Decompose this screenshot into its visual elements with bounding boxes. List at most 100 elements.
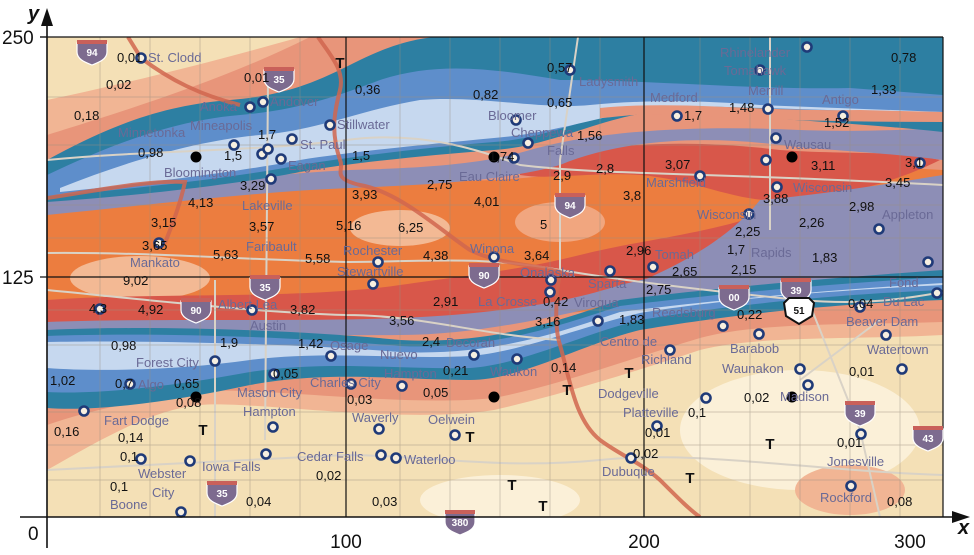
precipitation-value: 2,4 bbox=[422, 334, 440, 349]
city-marker-icon bbox=[508, 152, 520, 164]
precipitation-value: 2,91 bbox=[433, 294, 458, 309]
precipitation-value: 0,7 bbox=[115, 376, 133, 391]
city-label: St. Clodd bbox=[148, 50, 201, 65]
precipitation-value: 1,52 bbox=[824, 115, 849, 130]
city-label: Cheppewa bbox=[511, 125, 574, 140]
precipitation-value: 0,02 bbox=[744, 390, 769, 405]
city-label: Lakeville bbox=[242, 198, 293, 213]
city-label: Waunakon bbox=[722, 361, 784, 376]
highway-number: 90 bbox=[478, 271, 490, 282]
x-axis-label: x bbox=[957, 517, 970, 539]
highway-shield-icon: 90 bbox=[468, 263, 500, 289]
city-marker-icon bbox=[717, 320, 729, 332]
city-marker-icon bbox=[564, 64, 576, 76]
trace-marker: T bbox=[562, 382, 571, 399]
precipitation-value: 3,15 bbox=[151, 215, 176, 230]
precipitation-value: 0,01 bbox=[117, 50, 142, 65]
precipitation-value: 3,1 bbox=[905, 155, 923, 170]
city-marker-icon bbox=[845, 480, 857, 492]
city-label: Fart Dodge bbox=[104, 413, 169, 428]
city-label: Waverly bbox=[352, 410, 399, 425]
city-label: Hampton bbox=[243, 404, 296, 419]
city-marker-icon bbox=[671, 110, 683, 122]
x-tick-label: 200 bbox=[628, 532, 660, 553]
precipitation-value: 1,7 bbox=[258, 127, 276, 142]
city-label: Osage bbox=[330, 338, 368, 353]
precipitation-value: 1,5 bbox=[224, 148, 242, 163]
city-label: Merrill bbox=[748, 83, 783, 98]
city-label: Richland bbox=[641, 352, 692, 367]
highway-number: 35 bbox=[216, 489, 228, 500]
city-marker-icon bbox=[801, 41, 813, 53]
city-label: Watertown bbox=[867, 342, 929, 357]
city-label: Jonesville bbox=[827, 454, 884, 469]
precipitation-value: 5 bbox=[540, 217, 547, 232]
precipitation-value: 2,8 bbox=[596, 161, 614, 176]
highway-number: 35 bbox=[259, 283, 271, 294]
highway-number: 380 bbox=[452, 518, 469, 529]
city-label: Forest City bbox=[136, 355, 199, 370]
city-label: Reedsburg bbox=[652, 305, 716, 320]
city-label: Platteville bbox=[623, 405, 679, 420]
precipitation-value: 0,02 bbox=[106, 77, 131, 92]
precipitation-value: 0,36 bbox=[355, 82, 380, 97]
city-marker-icon bbox=[922, 256, 934, 268]
precipitation-value: 6,25 bbox=[398, 220, 423, 235]
station-dot-icon bbox=[488, 391, 500, 403]
city-marker-icon bbox=[267, 421, 279, 433]
highway-number: 39 bbox=[854, 409, 866, 420]
precipitation-value: 3,45 bbox=[885, 175, 910, 190]
city-label: Waterloo bbox=[404, 452, 456, 467]
highway-number: 35 bbox=[273, 75, 285, 86]
city-label: Bloomer bbox=[488, 108, 537, 123]
city-marker-icon bbox=[510, 114, 522, 126]
city-marker-icon bbox=[488, 251, 500, 263]
precipitation-value: 1,02 bbox=[50, 373, 75, 388]
red-tongue bbox=[520, 143, 940, 201]
purple-band-upper bbox=[47, 128, 943, 215]
city-label: Medford bbox=[650, 90, 698, 105]
precipitation-value: 0,78 bbox=[891, 50, 916, 65]
city-marker-icon bbox=[743, 208, 755, 220]
precipitation-value: 3,56 bbox=[389, 313, 414, 328]
precipitation-value: 1,7 bbox=[727, 242, 745, 257]
precipitation-value: 1,33 bbox=[871, 82, 896, 97]
city-label: Falls bbox=[547, 143, 575, 158]
city-label: Wisconsin bbox=[793, 180, 852, 195]
highway-shield-icon: 94 bbox=[76, 40, 108, 66]
city-marker-icon bbox=[694, 170, 706, 182]
city-marker-icon bbox=[896, 363, 908, 375]
precipitation-value: 0,01 bbox=[244, 70, 269, 85]
precipitation-value: 0,01 bbox=[849, 364, 874, 379]
city-marker-icon bbox=[880, 329, 892, 341]
city-label: Eagan bbox=[288, 158, 326, 173]
trace-marker: T bbox=[765, 436, 774, 453]
city-label: Dodgeville bbox=[598, 386, 659, 401]
city-marker-icon bbox=[153, 237, 165, 249]
precipitation-value: 3,29 bbox=[240, 178, 265, 193]
city-label: Mason City bbox=[237, 385, 303, 400]
precipitation-value: 2,26 bbox=[799, 215, 824, 230]
city-label: Centro de bbox=[600, 334, 657, 349]
precipitation-value: 9,02 bbox=[123, 273, 148, 288]
city-marker-icon bbox=[647, 261, 659, 273]
precipitation-value: 2,96 bbox=[626, 243, 651, 258]
origin-label: 0 bbox=[28, 524, 39, 545]
trace-marker: T bbox=[335, 55, 344, 72]
precipitation-value: 0,1 bbox=[120, 449, 138, 464]
station-dot-icon bbox=[488, 151, 500, 163]
precipitation-value: 5,16 bbox=[336, 218, 361, 233]
markers-layer: 94 35 94 35 90 90 00 39 51 35 380 39 43 bbox=[76, 40, 944, 536]
highway-number: 94 bbox=[86, 48, 98, 59]
precipitation-value: 4,13 bbox=[188, 195, 213, 210]
precipitation-value: 0,01 bbox=[837, 435, 862, 450]
precipitation-value: 4,92 bbox=[138, 302, 163, 317]
precipitation-value: 0,05 bbox=[423, 385, 448, 400]
precipitation-value: 4,3 bbox=[89, 301, 107, 316]
light-orange-zone bbox=[70, 256, 210, 300]
city-label: Anoka bbox=[200, 99, 238, 114]
city-marker-icon bbox=[345, 378, 357, 390]
axes: y x 0 250 125 100 200 300 bbox=[2, 3, 970, 553]
precipitation-value: 3,57 bbox=[249, 219, 274, 234]
highway-shield-icon: 380 bbox=[444, 510, 476, 536]
